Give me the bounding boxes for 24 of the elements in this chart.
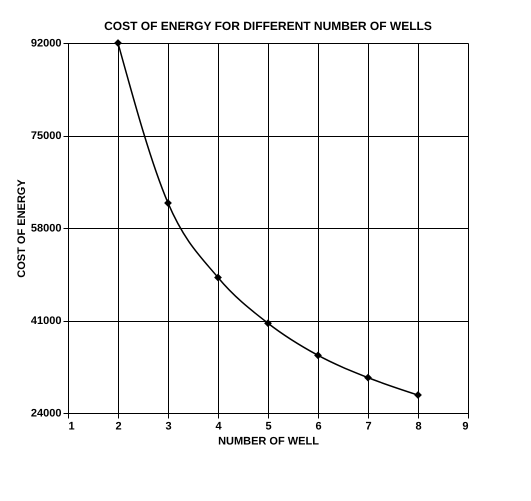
y-tick-label: 24000 bbox=[30, 408, 62, 420]
point bbox=[414, 391, 422, 399]
chart-title: COST OF ENERGY FOR DIFFERENT NUMBER OF WELLS bbox=[104, 19, 432, 33]
x-axis-title: NUMBER OF WELL bbox=[218, 436, 320, 448]
x-tick-label: 5 bbox=[265, 420, 272, 432]
x-tick-label: 1 bbox=[68, 420, 75, 432]
y-tick-label: 41000 bbox=[30, 315, 62, 327]
x-tick-label: 6 bbox=[315, 420, 322, 432]
x-tick-label: 7 bbox=[365, 420, 372, 432]
point bbox=[314, 351, 322, 360]
point bbox=[364, 374, 372, 382]
x-tick-label: 2 bbox=[115, 420, 122, 432]
point bbox=[214, 274, 222, 282]
y-tick-label: 75000 bbox=[30, 130, 62, 142]
y-tick-label: 58000 bbox=[30, 222, 62, 234]
y-axis-title: COST OF ENERGY bbox=[16, 178, 28, 278]
x-tick-label: 8 bbox=[415, 420, 422, 432]
point bbox=[114, 39, 122, 47]
x-tick-label: 4 bbox=[215, 420, 222, 432]
point bbox=[164, 199, 172, 207]
y-tick-label: 92000 bbox=[30, 38, 62, 50]
x-tick-label: 9 bbox=[462, 420, 468, 432]
point bbox=[264, 319, 272, 328]
x-tick-label: 3 bbox=[165, 420, 172, 432]
